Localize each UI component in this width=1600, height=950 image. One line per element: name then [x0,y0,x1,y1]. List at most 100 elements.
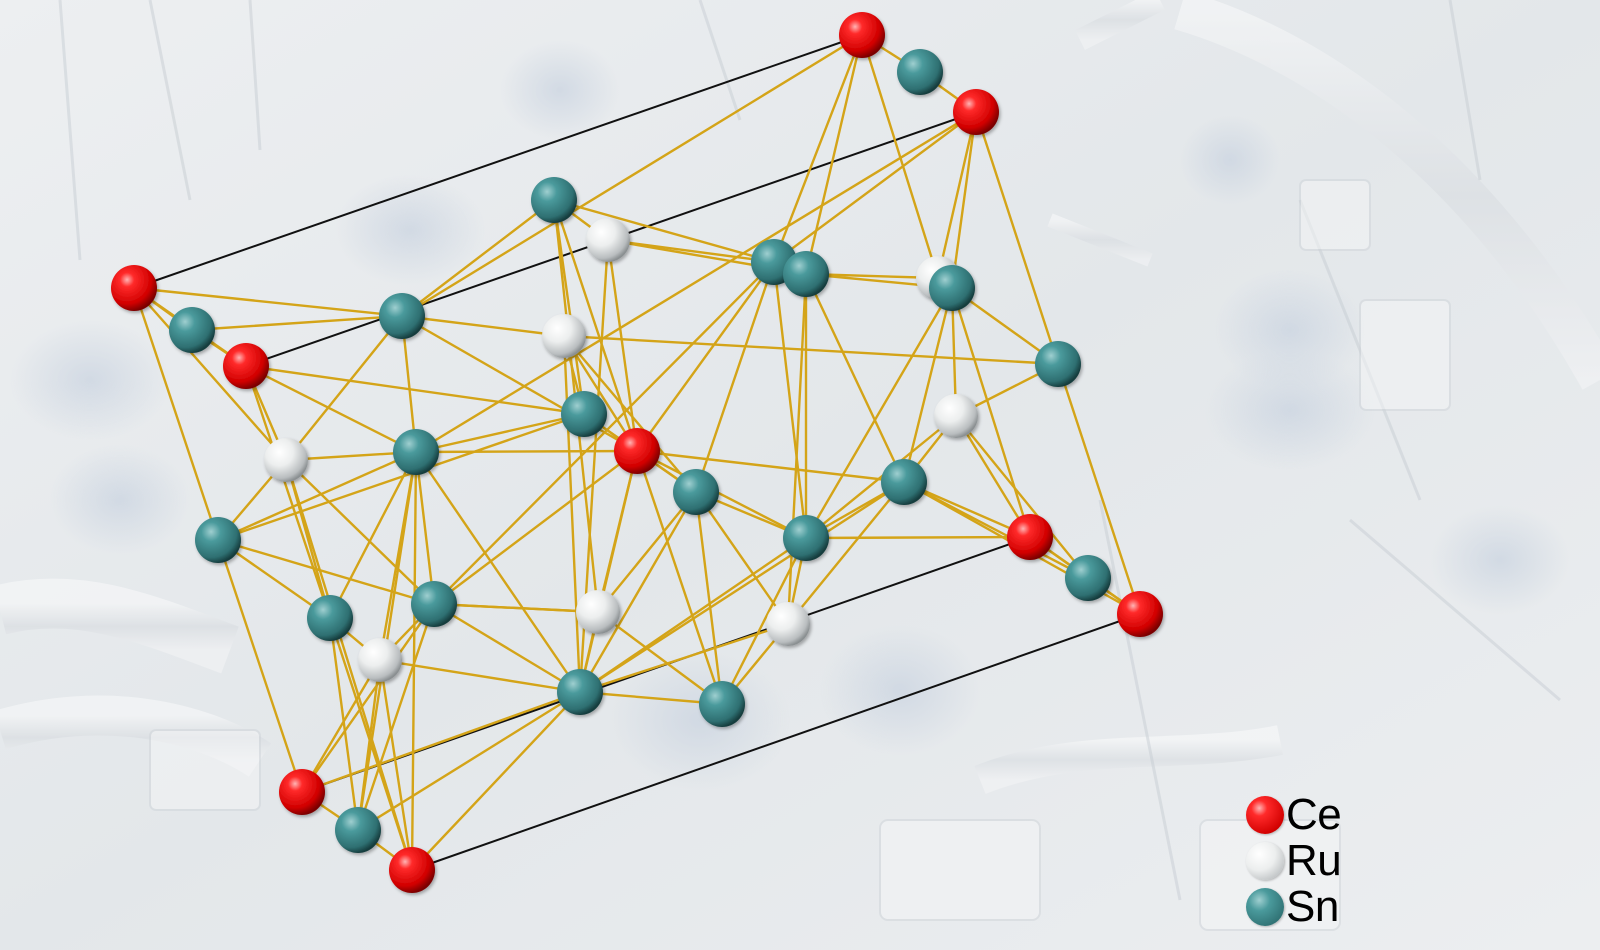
sn-atom [557,669,603,715]
bond [635,260,776,453]
unit-cell-edge [411,613,1141,871]
sn-atom [1035,341,1081,387]
bond [936,110,978,280]
bond [786,272,808,626]
bond [552,198,639,453]
ce-atom [953,89,999,135]
bond [578,690,724,706]
bonds [132,33,1142,872]
bond [432,260,776,606]
unit-cell-edge [133,34,863,289]
ce-atom-swatch-icon [1246,796,1284,834]
sn-atom [561,391,607,437]
bond [578,490,698,694]
bond [300,658,382,794]
bond [328,616,414,872]
bond [328,616,360,832]
bond [974,110,1060,366]
sn-atom [929,265,975,311]
bond [244,364,332,620]
bond [954,414,1032,539]
bond [635,449,906,484]
sn-atom [1065,555,1111,601]
bond [132,286,404,318]
bond [400,198,556,318]
bond [860,33,940,280]
legend-label: Sn [1286,882,1339,931]
bond [356,690,582,832]
bond [328,450,418,620]
bond [772,110,978,264]
bond [432,602,582,694]
legend-item-sn: Sn [1246,884,1396,930]
bond [300,690,582,794]
bond [216,412,586,542]
ru-atom [576,590,620,634]
bond [606,238,639,453]
sn-atom [699,681,745,727]
bond [804,272,906,484]
bond [190,314,404,332]
legend-item-ce: Ce [1246,792,1396,838]
sn-atom [411,581,457,627]
sn-atom [393,429,439,475]
sn-atom [379,293,425,339]
bond [400,314,566,338]
ru-atom [542,314,586,358]
bond [786,480,906,626]
bond [804,414,958,540]
sn-atom [783,251,829,297]
bond [284,458,436,606]
ru-atom [358,638,402,682]
ce-atom [614,428,660,474]
ce-atom [1117,591,1163,637]
legend-label: Ru [1286,836,1342,885]
bond [244,364,586,416]
sn-atom [531,177,577,223]
ce-atom [839,12,885,58]
bond [356,602,436,832]
ru-atom [264,438,308,482]
bond [216,450,418,542]
bond [772,260,808,540]
bond [578,622,790,694]
sn-atom [897,49,943,95]
ru-atom [586,218,630,262]
bond [954,414,1090,580]
ce-atom [1007,514,1053,560]
bond [284,314,404,462]
sn-atom [881,459,927,505]
bond [596,449,639,614]
bond [400,33,864,318]
bond [694,490,724,706]
bond [1056,362,1142,616]
legend-item-ru: Ru [1246,838,1396,884]
legend: Ce Ru Sn [1246,792,1396,930]
bond [378,658,582,694]
bond [950,286,1032,539]
bond [378,658,414,872]
bond [432,449,639,606]
sn-atom [783,515,829,561]
bond [596,490,698,614]
bond [720,536,808,706]
bond [772,33,864,264]
bond [356,658,382,832]
bond [804,286,954,540]
bond [804,535,1032,540]
bond [414,412,586,454]
bond [132,286,288,462]
ru-atom-swatch-icon [1246,842,1284,880]
bond [414,110,978,454]
sn-atom [307,595,353,641]
bond [414,450,436,606]
bond [300,602,436,794]
bond [132,286,220,542]
legend-label: Ce [1286,790,1342,839]
ce-atom [111,265,157,311]
sn-atom [169,307,215,353]
bond [562,334,582,694]
bond [635,449,808,540]
ce-atom [223,343,269,389]
